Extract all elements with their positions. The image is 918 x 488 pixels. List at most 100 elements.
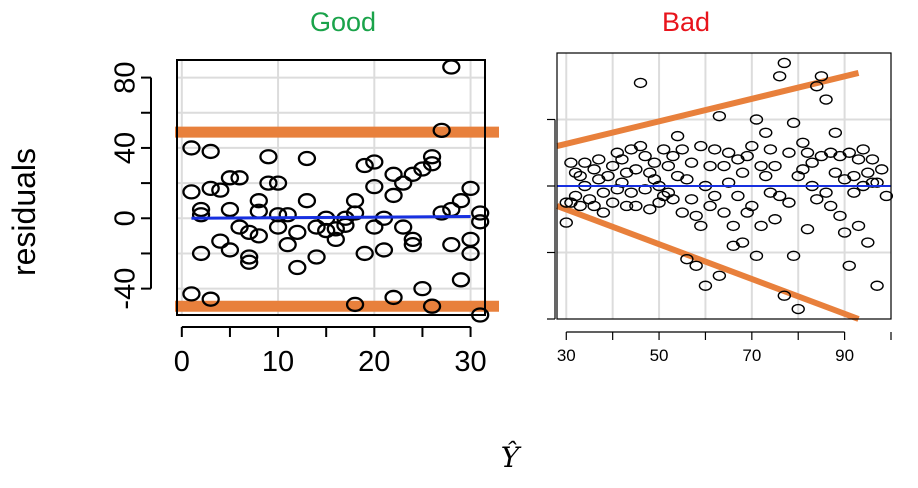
data-point-1-22 — [615, 154, 629, 165]
x-tick-label: 90 — [835, 346, 854, 365]
data-point-0-29 — [288, 259, 307, 276]
data-point-0-2 — [182, 140, 201, 156]
data-point-1-116 — [833, 210, 847, 222]
bad-points — [559, 57, 894, 315]
data-point-1-60 — [703, 160, 717, 172]
data-point-0-54 — [394, 175, 413, 191]
data-point-0-53 — [384, 289, 403, 306]
band-line-0 — [556, 70, 860, 150]
data-point-1-3 — [564, 157, 578, 168]
data-point-0-36 — [317, 222, 336, 239]
data-point-0-45 — [355, 245, 374, 262]
data-point-0-6 — [201, 180, 220, 197]
data-point-1-18 — [605, 160, 620, 172]
data-point-0-48 — [365, 154, 384, 170]
data-point-1-50 — [680, 253, 694, 265]
data-point-1-16 — [596, 207, 611, 218]
data-point-1-69 — [721, 177, 736, 188]
data-point-1-17 — [601, 170, 615, 182]
data-point-0-8 — [201, 291, 220, 307]
data-point-0-27 — [278, 237, 297, 253]
data-point-1-105 — [805, 157, 819, 168]
data-point-1-49 — [675, 207, 689, 218]
data-point-1-85 — [759, 127, 773, 139]
data-point-1-71 — [726, 220, 740, 232]
data-point-1-68 — [721, 147, 736, 158]
data-point-1-133 — [870, 177, 884, 188]
data-point-0-5 — [191, 245, 211, 262]
data-point-1-33 — [638, 150, 652, 162]
bad-title: Bad — [662, 7, 710, 37]
data-point-0-18 — [240, 224, 259, 240]
data-point-1-134 — [875, 164, 889, 175]
data-point-1-124 — [851, 220, 866, 232]
data-point-0-17 — [240, 249, 259, 265]
data-point-1-1 — [559, 197, 573, 208]
x-tick-label: 0 — [174, 346, 190, 378]
data-point-1-45 — [666, 150, 680, 162]
data-point-0-16 — [240, 254, 259, 270]
data-point-1-107 — [810, 194, 824, 205]
data-point-0-33 — [307, 249, 326, 265]
data-point-0-28 — [278, 207, 297, 223]
data-point-1-109 — [814, 71, 829, 82]
data-point-0-12 — [220, 242, 240, 258]
data-point-1-119 — [837, 227, 852, 238]
data-point-1-19 — [605, 197, 620, 208]
data-point-1-48 — [675, 144, 689, 155]
data-point-1-37 — [647, 157, 662, 168]
data-point-1-122 — [847, 170, 861, 182]
data-point-0-19 — [249, 193, 268, 209]
data-point-1-76 — [740, 150, 754, 162]
data-point-1-30 — [633, 77, 648, 89]
good-plot-frame — [177, 60, 485, 315]
data-point-0-57 — [403, 231, 422, 248]
data-point-1-66 — [717, 160, 731, 172]
good-plot-border — [176, 59, 486, 316]
data-point-1-54 — [689, 210, 703, 222]
data-point-0-76 — [471, 214, 490, 230]
data-point-1-135 — [879, 190, 894, 202]
good-ylabel: residuals — [6, 148, 42, 276]
data-point-1-42 — [661, 160, 676, 172]
data-point-1-0 — [559, 217, 573, 228]
good-fit — [191, 215, 471, 220]
data-point-1-92 — [777, 57, 792, 69]
data-point-1-6 — [573, 170, 587, 182]
data-point-1-102 — [800, 147, 815, 158]
data-point-0-37 — [326, 221, 345, 237]
fit-line — [191, 215, 471, 220]
data-point-0-64 — [432, 122, 451, 138]
data-point-0-71 — [461, 180, 480, 197]
data-point-1-89 — [768, 214, 782, 225]
data-point-0-63 — [422, 298, 442, 314]
data-point-1-57 — [694, 220, 708, 232]
data-point-1-128 — [861, 237, 875, 248]
data-point-0-13 — [220, 170, 240, 186]
good-panel: Good 0 10 20 30 80 40 0 -40 residuals — [6, 7, 499, 378]
data-point-1-123 — [847, 187, 861, 198]
data-point-1-83 — [754, 220, 768, 232]
data-point-1-63 — [708, 190, 722, 202]
data-point-0-25 — [268, 219, 288, 235]
data-point-0-52 — [384, 187, 403, 204]
data-point-0-70 — [451, 272, 471, 288]
data-point-1-127 — [856, 144, 870, 155]
data-point-1-62 — [708, 144, 722, 155]
data-point-0-31 — [297, 150, 317, 167]
data-point-1-130 — [865, 177, 880, 188]
data-point-1-120 — [842, 147, 856, 158]
data-point-1-7 — [573, 200, 587, 212]
data-point-0-11 — [220, 201, 240, 218]
data-point-1-75 — [735, 237, 750, 248]
data-point-1-94 — [782, 147, 796, 158]
data-point-1-46 — [670, 130, 685, 142]
data-point-1-121 — [842, 260, 856, 271]
data-point-0-21 — [249, 228, 268, 244]
data-point-1-12 — [587, 200, 601, 212]
x-tick-label: 30 — [454, 346, 486, 378]
x-tick-label: 70 — [742, 346, 761, 365]
data-point-1-91 — [772, 190, 787, 202]
data-point-1-24 — [619, 200, 634, 212]
data-point-0-49 — [374, 242, 394, 258]
